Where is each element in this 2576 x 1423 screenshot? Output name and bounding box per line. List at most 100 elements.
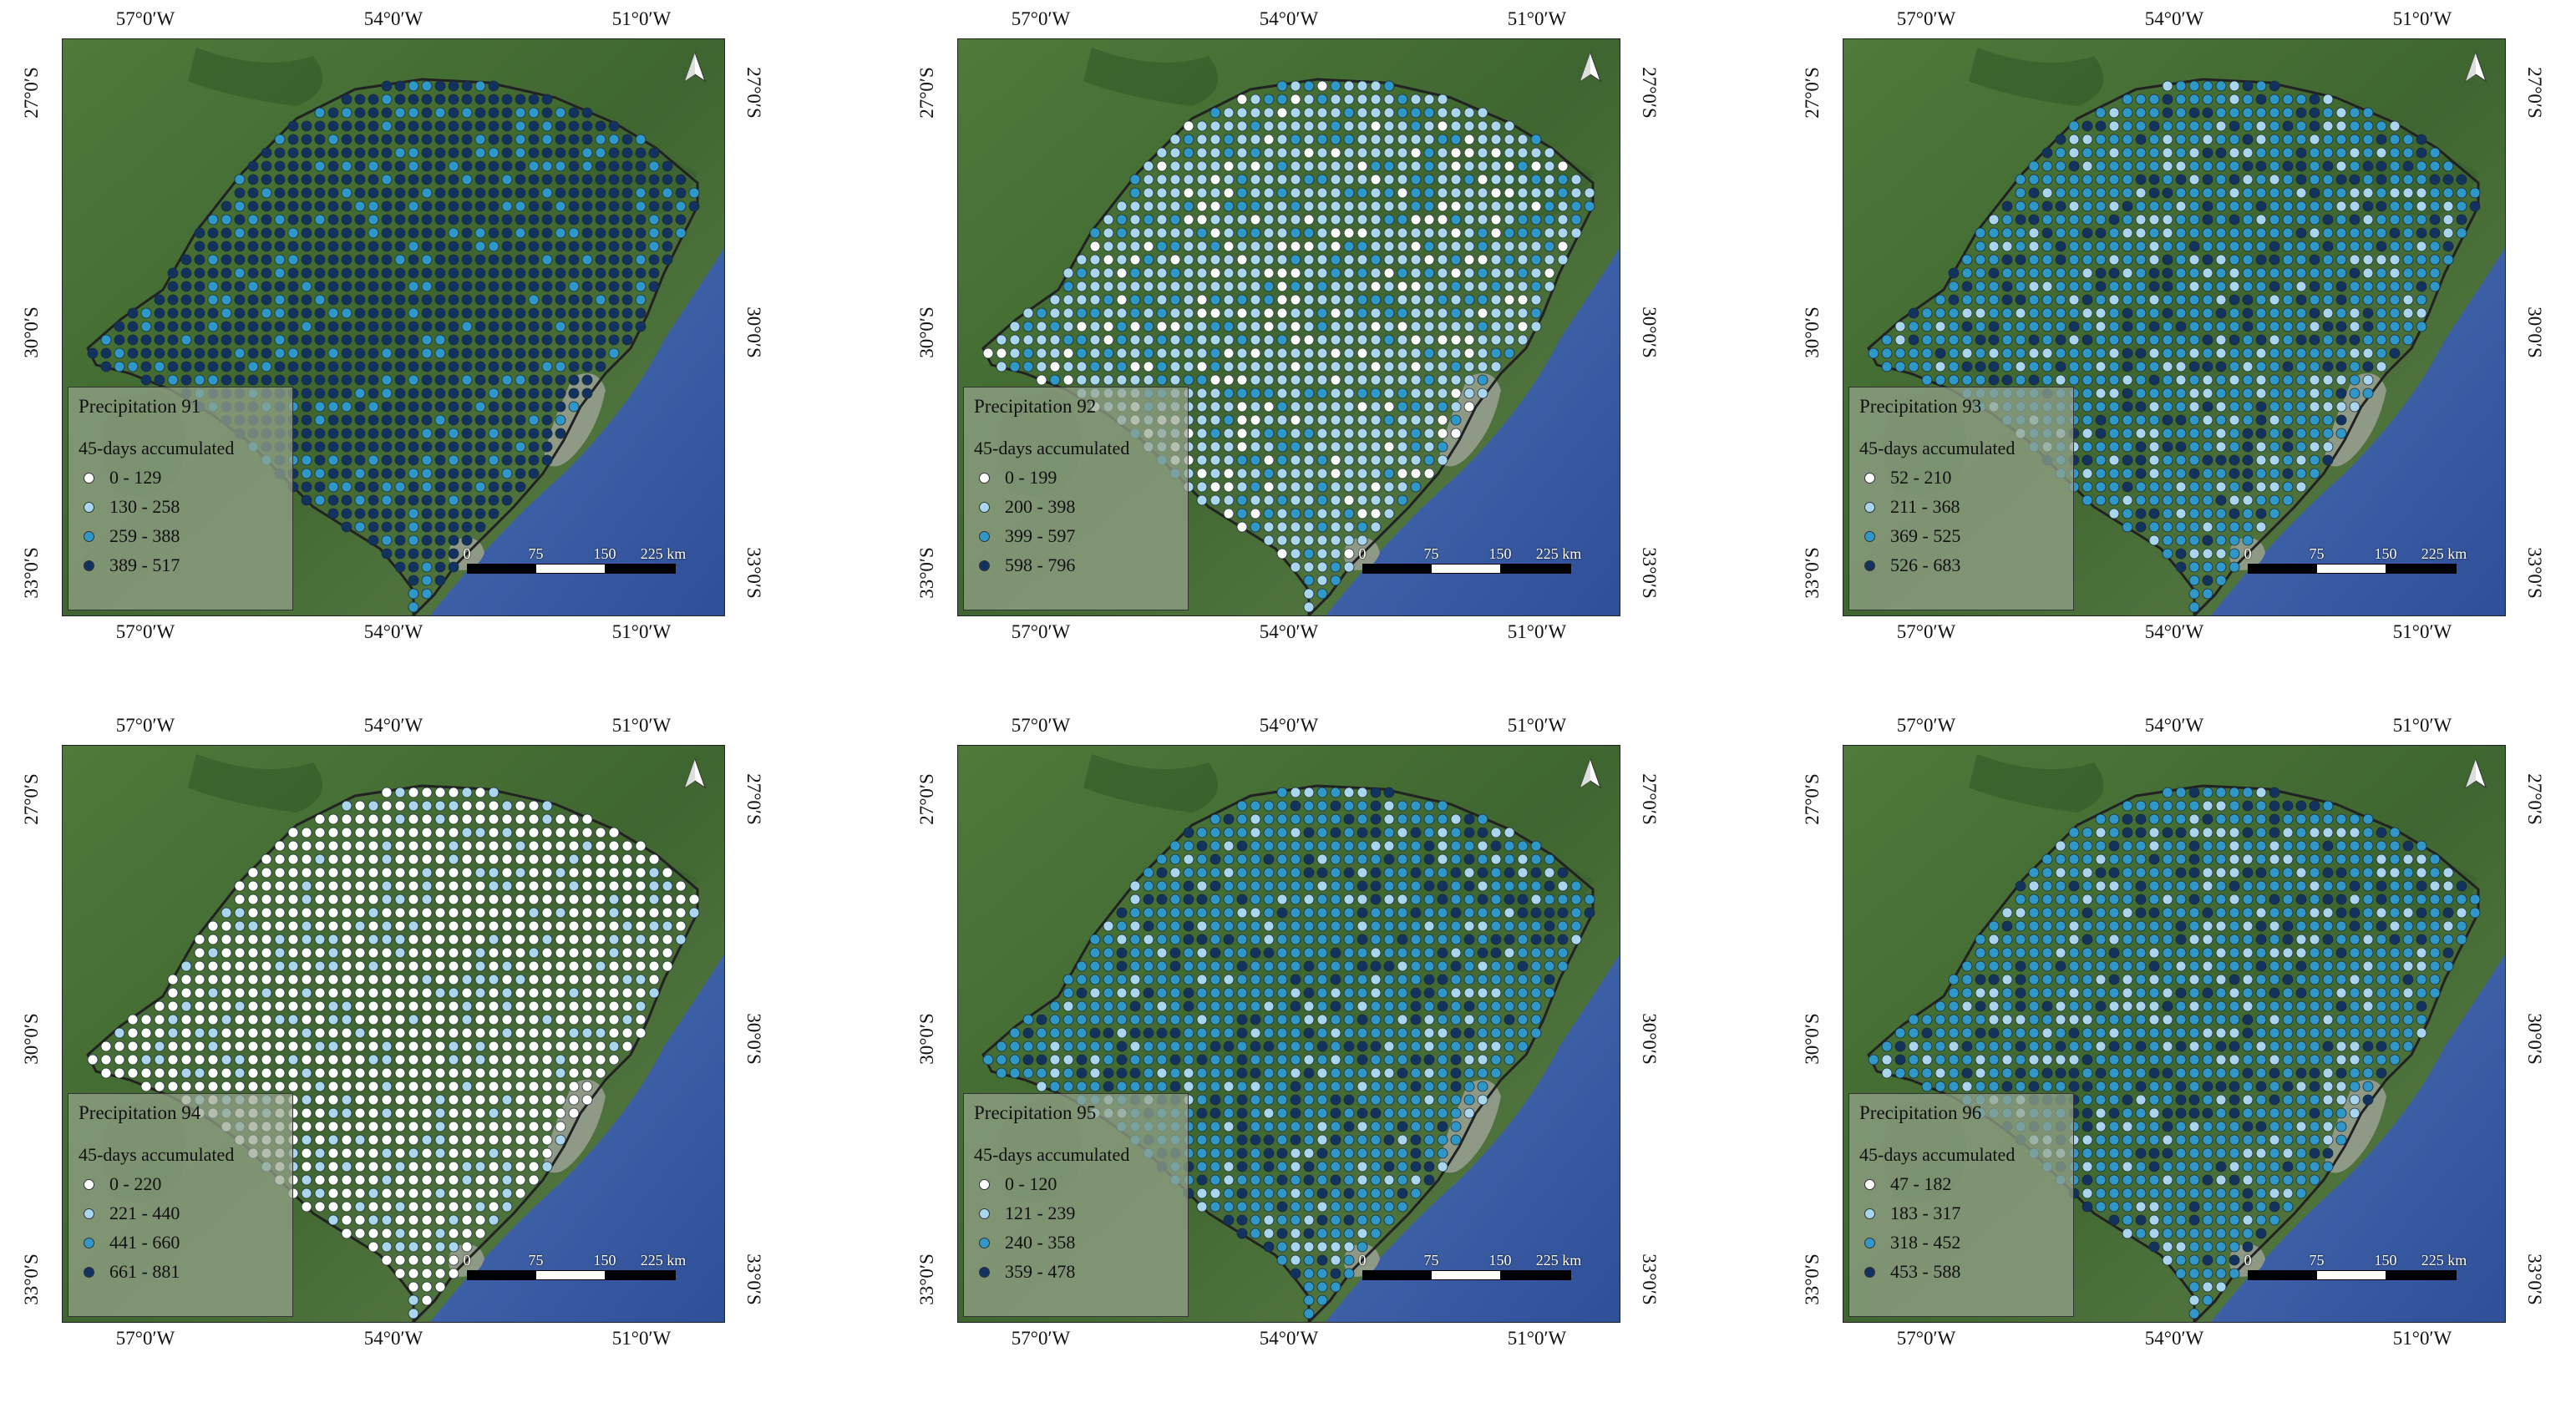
precip-point [287, 200, 299, 212]
precip-point [368, 880, 379, 892]
precip-point [1036, 1014, 1047, 1025]
precip-point [1544, 880, 1555, 892]
precip-point [1517, 241, 1529, 252]
precip-point [114, 1067, 125, 1079]
precip-point [621, 907, 633, 919]
precip-point [2456, 174, 2467, 185]
precip-point [381, 468, 393, 479]
precip-point [1303, 853, 1315, 865]
precip-point [675, 907, 687, 919]
satellite-basemap [958, 746, 1620, 1322]
precip-point [341, 321, 352, 332]
precip-point [2068, 254, 2080, 266]
map-frame: Precipitation 92 45-days accumulated 0 -… [957, 38, 1620, 616]
precip-point [2255, 214, 2267, 225]
precip-point [2229, 200, 2240, 212]
precip-point [608, 1041, 620, 1052]
lat-label-left: 27°0′S [916, 67, 937, 119]
precip-point [368, 361, 379, 372]
precip-point [515, 947, 526, 959]
precip-point [448, 1041, 459, 1052]
precip-point [2322, 294, 2334, 306]
precip-point [368, 107, 379, 119]
precip-point [1169, 880, 1181, 892]
precip-point [1169, 134, 1181, 145]
precip-point [1290, 894, 1301, 905]
precip-point [448, 307, 459, 319]
precip-point [581, 974, 593, 985]
legend-row: 221 - 440 [79, 1203, 282, 1224]
precip-point [1330, 1081, 1341, 1092]
precip-point [474, 241, 486, 252]
precip-point [1463, 1054, 1475, 1066]
precip-point [635, 867, 647, 879]
precip-point [528, 1014, 540, 1025]
precip-point [528, 960, 540, 972]
precip-point [2349, 134, 2360, 145]
precip-point [234, 200, 246, 212]
lat-label-right: 33°0′S [743, 547, 764, 599]
precip-point [434, 214, 446, 225]
precip-point [2162, 147, 2173, 159]
precip-point [1477, 334, 1488, 346]
precip-point [314, 494, 326, 506]
precip-point [221, 321, 232, 332]
precip-point [1316, 267, 1328, 279]
precip-point [287, 1081, 299, 1092]
precip-point [461, 107, 473, 119]
precip-point [1276, 94, 1288, 105]
precip-point [261, 267, 272, 279]
precip-point [2175, 214, 2187, 225]
precip-point [421, 1054, 433, 1066]
precip-point [488, 1067, 499, 1079]
precip-point [1209, 894, 1221, 905]
precip-point [1169, 227, 1181, 239]
precip-point [1223, 387, 1235, 399]
precip-point [1504, 227, 1515, 239]
precip-point [327, 200, 339, 212]
precip-point [2055, 254, 2066, 266]
precip-point [2162, 321, 2173, 332]
precip-point [327, 160, 339, 172]
precip-point [434, 1000, 446, 1012]
precip-point [1276, 227, 1288, 239]
precip-point [2309, 187, 2320, 199]
precip-point [287, 241, 299, 252]
precip-point [1330, 334, 1341, 346]
precip-point [1463, 334, 1475, 346]
precip-point [1356, 241, 1368, 252]
precip-point [261, 974, 272, 985]
precip-point [1410, 147, 1422, 159]
precip-point [515, 1188, 526, 1199]
precip-point [1330, 934, 1341, 945]
precip-point [1463, 934, 1475, 945]
precip-point [194, 934, 205, 945]
precip-point [1423, 267, 1435, 279]
precip-point [1236, 1067, 1248, 1079]
precip-point [1129, 1054, 1141, 1066]
precip-point [354, 1188, 366, 1199]
precip-point [381, 428, 393, 439]
precip-point [1290, 414, 1301, 426]
precip-point [2175, 321, 2187, 332]
precip-point [1477, 174, 1488, 185]
precip-point [1343, 840, 1355, 852]
precip-point [1383, 867, 1395, 879]
precip-point [1209, 454, 1221, 466]
precip-point [1196, 387, 1208, 399]
precip-point [1276, 548, 1288, 560]
precip-point [2135, 414, 2147, 426]
precip-point [1183, 120, 1194, 132]
precip-point [2282, 374, 2294, 386]
precip-point [2215, 200, 2227, 212]
precip-point [555, 147, 566, 159]
precip-point [1303, 294, 1315, 306]
precip-point [1250, 254, 1261, 266]
precip-point [1450, 880, 1462, 892]
precip-point [541, 227, 553, 239]
precip-point [528, 813, 540, 825]
precip-point [1570, 187, 1582, 199]
precip-point [1290, 1081, 1301, 1092]
precip-point [1276, 534, 1288, 546]
precip-point [434, 147, 446, 159]
